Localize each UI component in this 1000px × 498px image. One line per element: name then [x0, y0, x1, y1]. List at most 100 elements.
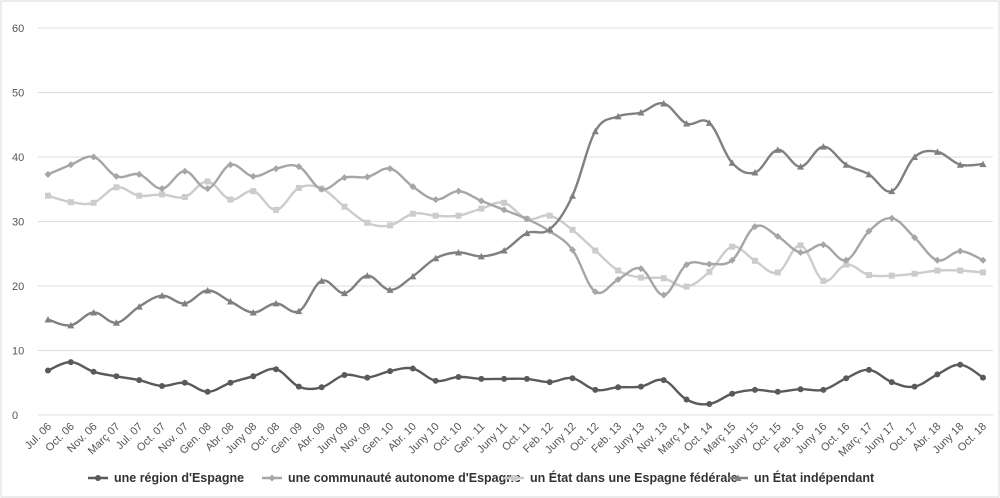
series-2-point: [387, 165, 394, 172]
series-2-point: [181, 168, 188, 175]
series-1-point: [455, 374, 461, 380]
legend-label: une région d'Espagne: [114, 471, 244, 485]
series-1-point: [957, 362, 963, 368]
series-3-point: [68, 199, 74, 205]
series-1-point: [319, 384, 325, 390]
series-1-point: [684, 397, 690, 403]
series-2-point: [432, 196, 439, 203]
series-1-point: [592, 387, 598, 393]
series-2-point: [820, 241, 827, 248]
series-3-point: [706, 269, 712, 275]
y-tick-label: 40: [12, 152, 24, 164]
y-tick-label: 30: [12, 217, 24, 229]
series-3-point: [159, 191, 165, 197]
series-2-point: [888, 215, 895, 222]
series-3-point: [364, 220, 370, 226]
series-1-point: [752, 387, 758, 393]
series-3-point: [889, 273, 895, 279]
series-1-point: [820, 387, 826, 393]
series-1-point: [45, 367, 51, 373]
series-1-point: [524, 376, 530, 382]
series-1-point: [387, 368, 393, 374]
series-1-point: [706, 401, 712, 407]
series-2-point: [364, 173, 371, 180]
series-2-point: [455, 188, 462, 195]
series-3-point: [820, 278, 826, 284]
series-1-point: [159, 383, 165, 389]
series-3-point: [136, 193, 142, 199]
series-1-point: [296, 384, 302, 390]
series-1-point: [866, 367, 872, 373]
series-1-point: [227, 380, 233, 386]
legend-label: un État indépendant: [754, 470, 875, 485]
series-3-point: [501, 200, 507, 206]
legend-marker: [511, 475, 517, 481]
series-2-point: [159, 185, 166, 192]
series-1-point: [889, 379, 895, 385]
series-1-point: [91, 369, 97, 375]
series-3-point: [684, 284, 690, 290]
series-3-point: [934, 268, 940, 274]
series-1-point: [661, 377, 667, 383]
series-3-point: [433, 213, 439, 219]
series-3-line: [48, 181, 983, 286]
series-1-point: [113, 373, 119, 379]
legend-marker: [95, 475, 101, 481]
series-3-point: [980, 269, 986, 275]
series-1-point: [364, 375, 370, 381]
y-tick-label: 60: [12, 23, 24, 35]
y-tick-label: 0: [12, 410, 18, 422]
series-2-point: [136, 171, 143, 178]
series-1-line: [48, 362, 983, 404]
series-1-point: [250, 373, 256, 379]
series-1-point: [843, 375, 849, 381]
series-2-point: [250, 173, 257, 180]
series-3-point: [798, 242, 804, 248]
series-1-point: [729, 391, 735, 397]
series-3-point: [113, 184, 119, 190]
series-2-point: [501, 206, 508, 213]
series-1-point: [980, 375, 986, 381]
series-1-point: [410, 366, 416, 372]
series-3-point: [912, 271, 918, 277]
series-3-point: [410, 211, 416, 217]
series-1-point: [205, 389, 211, 395]
series-4-point: [569, 192, 576, 199]
series-3-point: [866, 272, 872, 278]
series-3-point: [227, 197, 233, 203]
series-3-point: [387, 222, 393, 228]
series-3-point: [638, 275, 644, 281]
series-3-point: [615, 268, 621, 274]
series-1-point: [934, 371, 940, 377]
series-3-point: [547, 213, 553, 219]
series-3-point: [729, 244, 735, 250]
series-1-point: [478, 376, 484, 382]
series-3-point: [273, 207, 279, 213]
series-1-point: [273, 366, 279, 372]
y-tick-label: 10: [12, 346, 24, 358]
series-3-point: [296, 185, 302, 191]
series-3-point: [341, 204, 347, 210]
series-1-point: [182, 380, 188, 386]
series-1-point: [501, 376, 507, 382]
series-1-point: [570, 375, 576, 381]
series-1-point: [775, 389, 781, 395]
series-3-point: [45, 193, 51, 199]
series-1-point: [547, 379, 553, 385]
series-1-point: [341, 372, 347, 378]
series-1-point: [638, 384, 644, 390]
series-2-point: [67, 161, 74, 168]
legend-marker: [269, 475, 276, 482]
series-2-point: [273, 165, 280, 172]
legend-label: un État dans une Espagne fédérale: [530, 470, 738, 485]
series-3-point: [592, 248, 598, 254]
series-3-point: [182, 194, 188, 200]
series-3-point: [661, 275, 667, 281]
legend-label: une communauté autonome d'Espagne: [288, 471, 521, 485]
series-3-point: [250, 188, 256, 194]
series-2-line: [48, 157, 983, 295]
series-3-point: [752, 258, 758, 264]
series-1-point: [433, 378, 439, 384]
